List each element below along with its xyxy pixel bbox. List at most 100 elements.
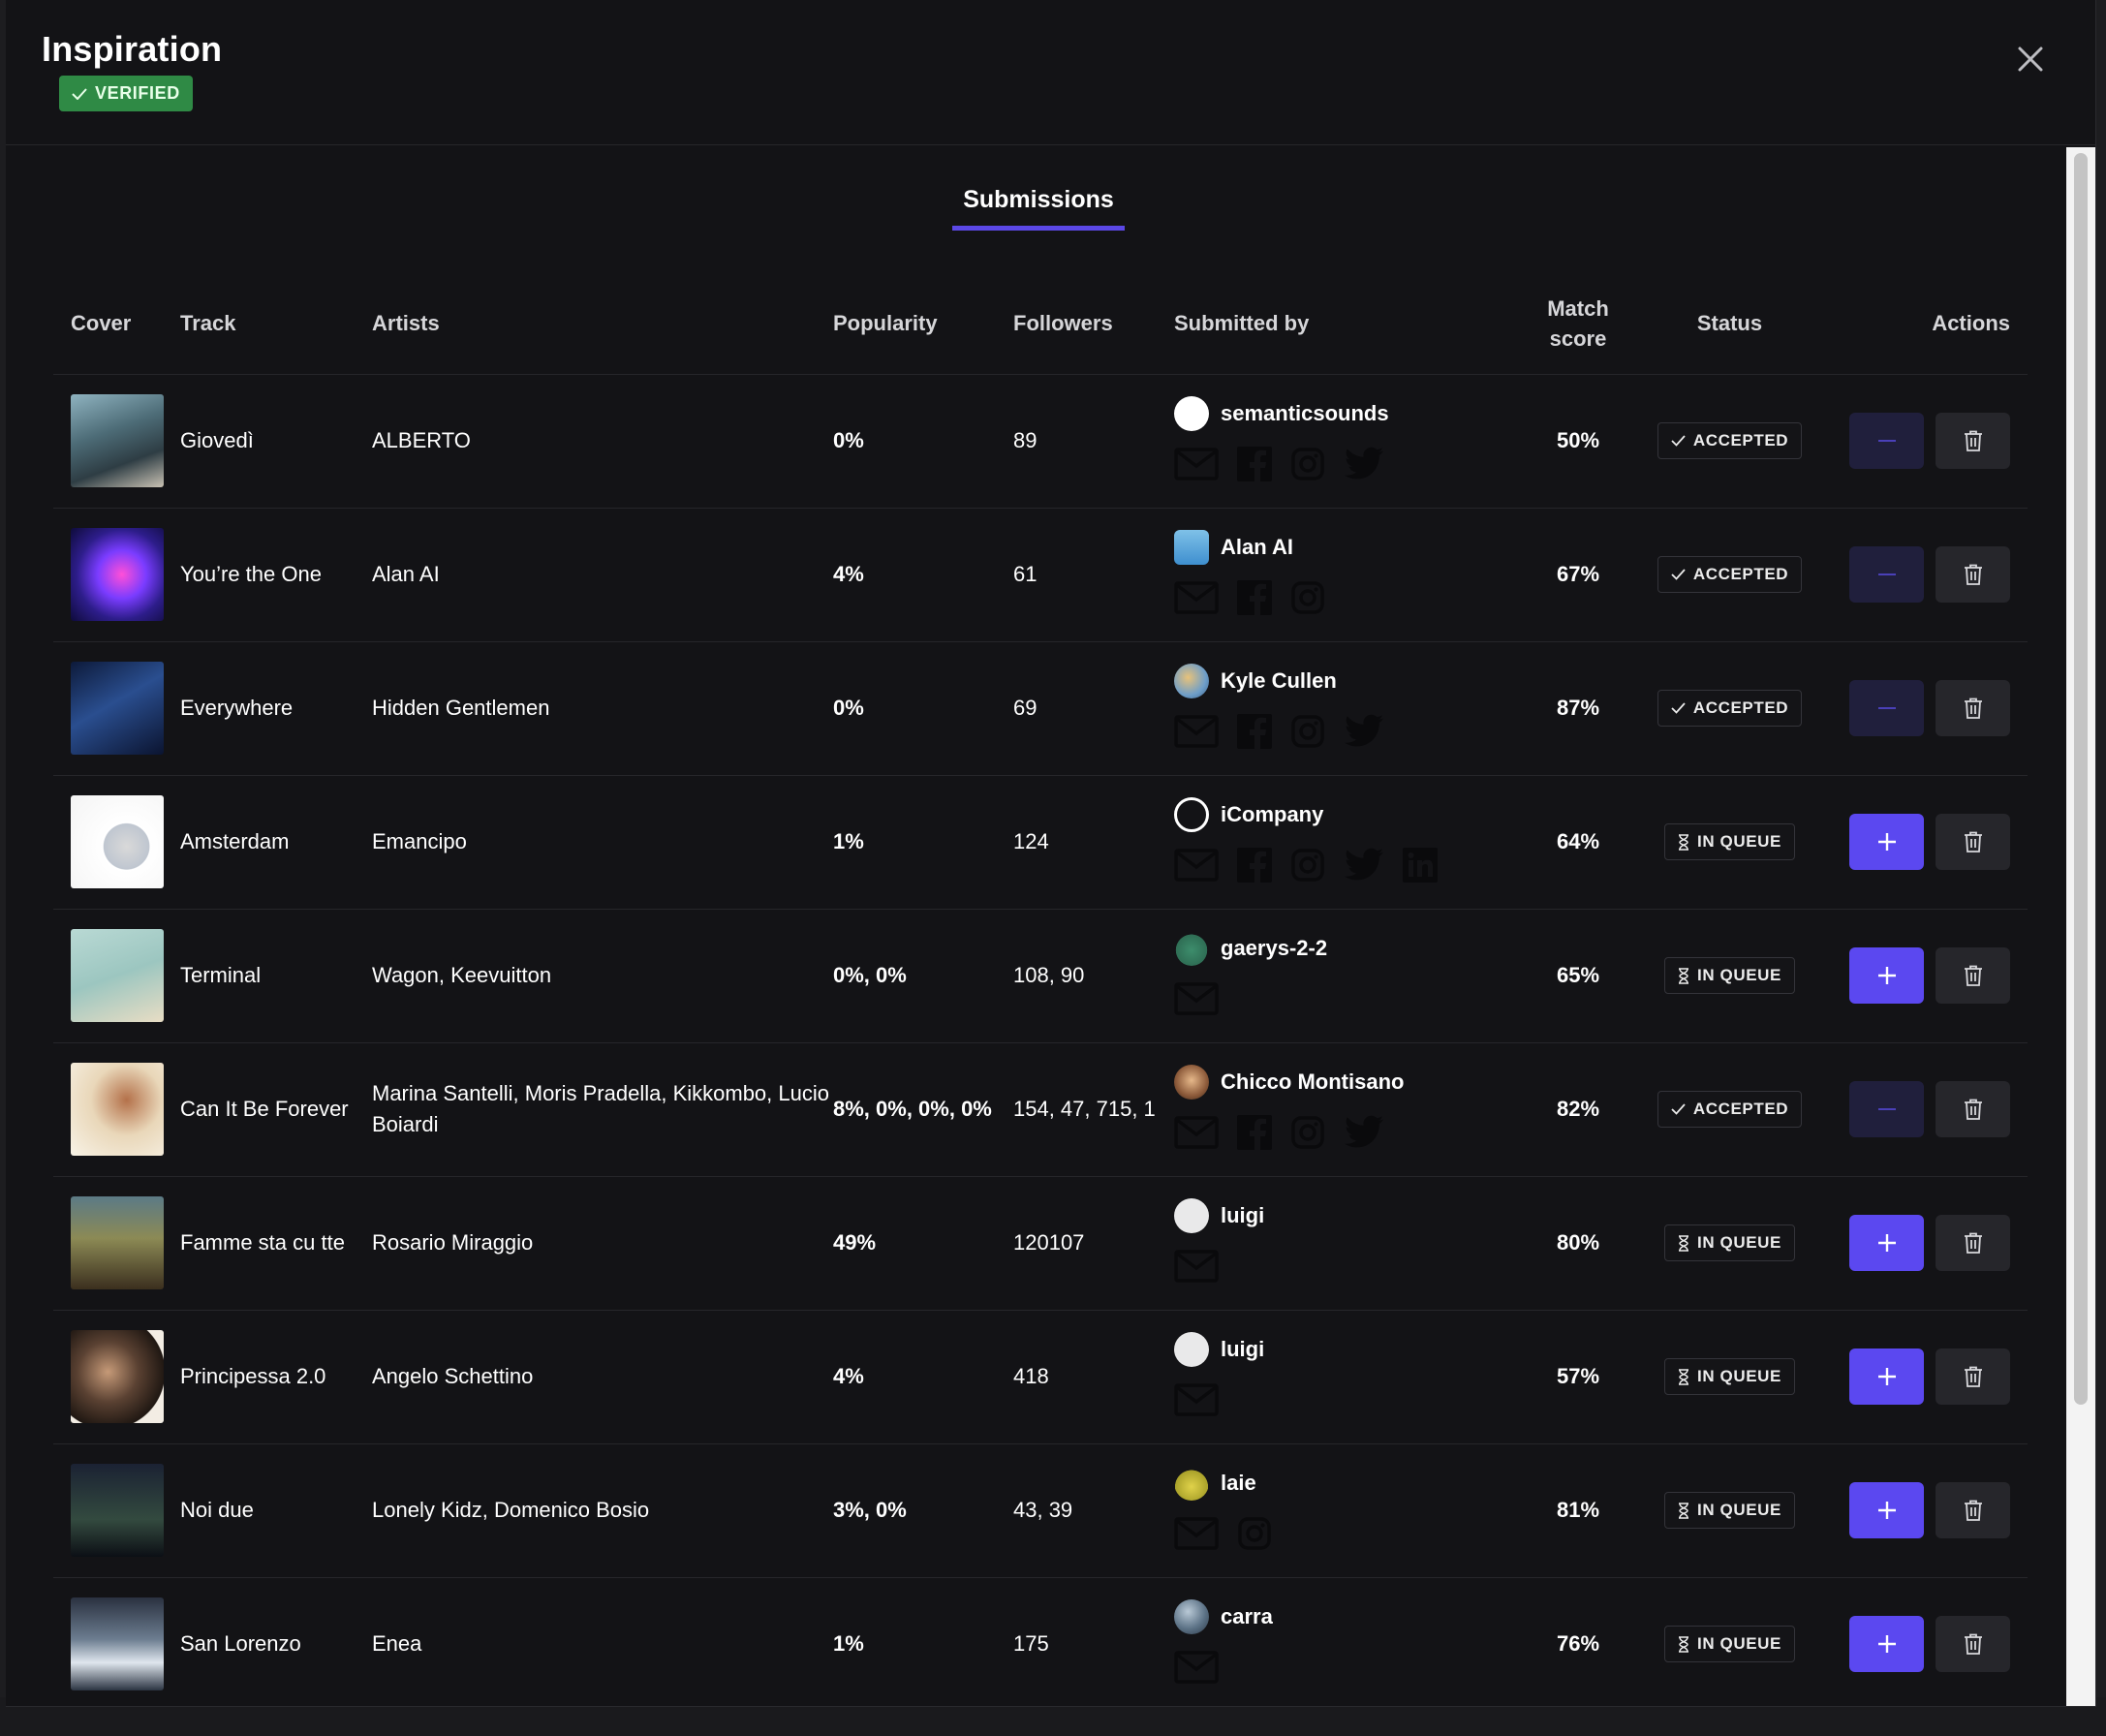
status-badge: IN QUEUE: [1664, 1224, 1795, 1261]
delete-button[interactable]: [1936, 1616, 2010, 1672]
remove-from-playlist-button[interactable]: [1849, 1081, 1924, 1137]
followers: 61: [1013, 508, 1174, 642]
submitter-name[interactable]: Kyle Cullen: [1221, 668, 1337, 693]
instagram-icon[interactable]: [1290, 447, 1325, 481]
status-badge: IN QUEUE: [1664, 823, 1795, 860]
facebook-icon[interactable]: [1237, 580, 1272, 615]
status-label: ACCEPTED: [1692, 698, 1789, 717]
facebook-icon[interactable]: [1237, 447, 1272, 481]
plus-icon: [1877, 967, 1896, 984]
trash-icon: [1964, 430, 1982, 451]
scrollbar[interactable]: [2066, 147, 2095, 1706]
minus-icon: [1877, 440, 1896, 442]
submitter-name[interactable]: laie: [1221, 1471, 1256, 1495]
linkedin-icon[interactable]: [1403, 848, 1438, 883]
cover-image: [71, 1063, 164, 1156]
submitter-name[interactable]: carra: [1221, 1604, 1273, 1628]
hourglass-icon: [1679, 833, 1688, 851]
mail-icon[interactable]: [1174, 1650, 1219, 1685]
mail-icon[interactable]: [1174, 1382, 1219, 1417]
twitter-icon[interactable]: [1344, 447, 1384, 481]
instagram-icon[interactable]: [1290, 1115, 1325, 1150]
artists: Alan AI: [372, 508, 833, 642]
popularity: 49%: [833, 1176, 1013, 1311]
artists: Lonely Kidz, Domenico Bosio: [372, 1443, 833, 1578]
mail-icon[interactable]: [1174, 981, 1219, 1016]
avatar: [1174, 931, 1209, 966]
delete-button[interactable]: [1936, 814, 2010, 870]
add-to-playlist-button[interactable]: [1849, 1482, 1924, 1538]
remove-from-playlist-button[interactable]: [1849, 680, 1924, 736]
instagram-icon[interactable]: [1290, 714, 1325, 749]
remove-from-playlist-button[interactable]: [1849, 546, 1924, 603]
hourglass-icon: [1679, 1234, 1688, 1252]
status-label: ACCEPTED: [1692, 565, 1789, 583]
tab-bar: Submissions: [6, 145, 2095, 262]
popularity: 1%: [833, 775, 1013, 910]
mail-icon[interactable]: [1174, 447, 1219, 481]
track-name: Everywhere: [180, 641, 372, 776]
cover-image: [71, 1330, 164, 1423]
tab-submissions[interactable]: Submissions: [952, 186, 1125, 231]
twitter-icon[interactable]: [1344, 1115, 1384, 1150]
mail-icon[interactable]: [1174, 1516, 1219, 1551]
mail-icon[interactable]: [1174, 714, 1219, 749]
social-links: [1174, 1245, 1525, 1287]
status-badge: IN QUEUE: [1664, 1626, 1795, 1662]
mail-icon[interactable]: [1174, 1249, 1219, 1284]
twitter-icon[interactable]: [1344, 714, 1384, 749]
submitter-name[interactable]: gaerys-2-2: [1221, 936, 1328, 960]
status-badge: IN QUEUE: [1664, 1358, 1795, 1395]
followers: 124: [1013, 775, 1174, 910]
instagram-icon[interactable]: [1237, 1516, 1272, 1551]
add-to-playlist-button[interactable]: [1849, 814, 1924, 870]
table-header-row: Cover Track Artists Popularity Followers…: [53, 273, 2028, 375]
add-to-playlist-button[interactable]: [1849, 1616, 1924, 1672]
modal-title: Inspiration: [42, 29, 223, 69]
facebook-icon[interactable]: [1237, 1115, 1272, 1150]
close-button[interactable]: [2014, 43, 2047, 76]
column-header-followers: Followers: [1013, 273, 1174, 375]
delete-button[interactable]: [1936, 1081, 2010, 1137]
scrollbar-thumb[interactable]: [2074, 153, 2088, 1405]
column-header-artists: Artists: [372, 273, 833, 375]
facebook-icon[interactable]: [1237, 848, 1272, 883]
add-to-playlist-button[interactable]: [1849, 947, 1924, 1004]
delete-button[interactable]: [1936, 413, 2010, 469]
mail-icon[interactable]: [1174, 580, 1219, 615]
check-icon: [1671, 435, 1686, 447]
social-links: [1174, 977, 1525, 1020]
match-score: 87%: [1525, 641, 1631, 776]
submitter-name[interactable]: semanticsounds: [1221, 401, 1389, 425]
instagram-icon[interactable]: [1290, 848, 1325, 883]
social-links: [1174, 710, 1525, 753]
submitter-name[interactable]: luigi: [1221, 1337, 1265, 1361]
table-row: Can It Be Forever Marina Santelli, Moris …: [53, 1042, 2028, 1177]
add-to-playlist-button[interactable]: [1849, 1348, 1924, 1405]
delete-button[interactable]: [1936, 947, 2010, 1004]
popularity: 0%: [833, 374, 1013, 509]
submitter-name[interactable]: luigi: [1221, 1203, 1265, 1227]
delete-button[interactable]: [1936, 1215, 2010, 1271]
submitter-name[interactable]: iCompany: [1221, 802, 1324, 826]
delete-button[interactable]: [1936, 680, 2010, 736]
delete-button[interactable]: [1936, 546, 2010, 603]
social-links: [1174, 1646, 1525, 1689]
add-to-playlist-button[interactable]: [1849, 1215, 1924, 1271]
delete-button[interactable]: [1936, 1348, 2010, 1405]
submitter-name[interactable]: Chicco Montisano: [1221, 1070, 1405, 1094]
popularity: 4%: [833, 508, 1013, 642]
delete-button[interactable]: [1936, 1482, 2010, 1538]
mail-icon[interactable]: [1174, 1115, 1219, 1150]
mail-icon[interactable]: [1174, 848, 1219, 883]
remove-from-playlist-button[interactable]: [1849, 413, 1924, 469]
instagram-icon[interactable]: [1290, 580, 1325, 615]
table-row: Principessa 2.0 Angelo Schettino 4% 418 luig…: [53, 1310, 2028, 1444]
submitter-name[interactable]: Alan AI: [1221, 535, 1293, 559]
twitter-icon[interactable]: [1344, 848, 1384, 883]
verified-label: VERIFIED: [95, 83, 180, 103]
facebook-icon[interactable]: [1237, 714, 1272, 749]
status-label: ACCEPTED: [1692, 1100, 1789, 1118]
plus-icon: [1877, 1368, 1896, 1385]
column-header-submitted-by: Submitted by: [1174, 273, 1525, 375]
